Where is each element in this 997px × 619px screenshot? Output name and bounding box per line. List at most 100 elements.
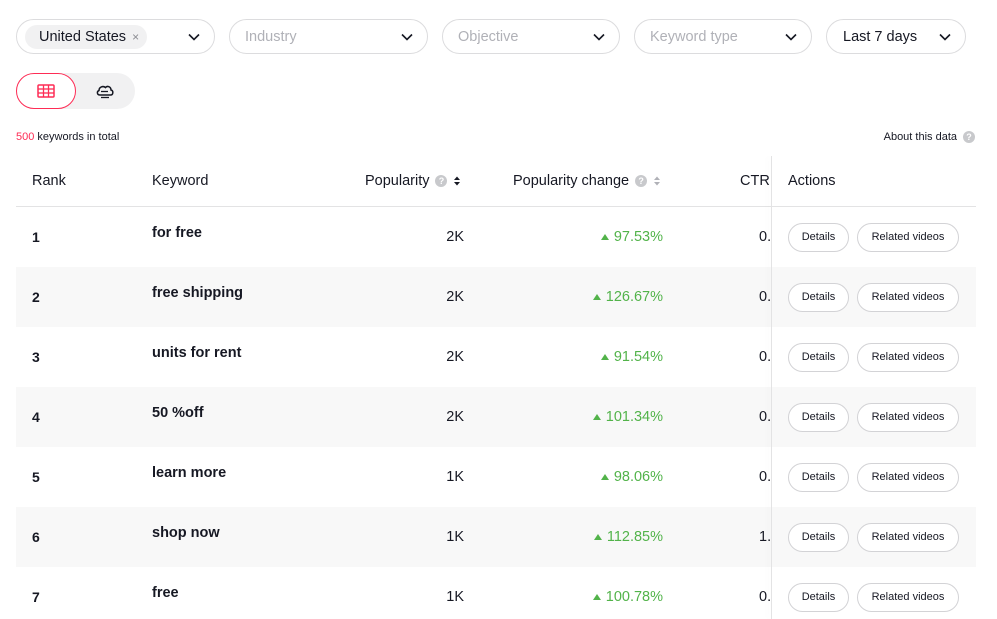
about-data[interactable]: About this data ? <box>884 131 975 143</box>
keywords-total-text: keywords in total <box>34 131 120 143</box>
column-popularity-label: Popularity <box>365 173 430 189</box>
period-select[interactable]: Last 7 days <box>826 19 966 54</box>
details-button[interactable]: Details <box>788 582 849 612</box>
trend-up-icon <box>600 474 609 480</box>
popularity-change-cell: 126.67% <box>592 267 663 327</box>
popularity-change-value: 91.54% <box>613 349 663 365</box>
view-toggle <box>16 73 135 109</box>
column-ctr: CTR <box>740 156 770 206</box>
actions-cell: Details Related videos <box>771 567 976 619</box>
details-button[interactable]: Details <box>788 222 849 252</box>
keyword-table: Rank Keyword Popularity ? Popularity cha… <box>16 156 976 619</box>
about-data-label: About this data <box>883 131 957 143</box>
trend-up-icon <box>592 594 601 600</box>
sort-icon[interactable] <box>653 175 661 187</box>
column-rank: Rank <box>32 156 66 206</box>
actions-cell: Details Related videos <box>771 507 976 567</box>
column-actions: Actions <box>771 156 976 207</box>
objective-select[interactable]: Objective <box>442 19 620 54</box>
related-videos-button[interactable]: Related videos <box>857 282 959 312</box>
popularity-cell: 2K <box>446 409 464 425</box>
country-select[interactable]: United States × <box>16 19 215 54</box>
cloud-icon <box>96 85 114 99</box>
keyword-cell: 50 %off <box>152 405 204 421</box>
related-videos-button[interactable]: Related videos <box>857 582 959 612</box>
popularity-cell: 2K <box>446 349 464 365</box>
table-header: Rank Keyword Popularity ? Popularity cha… <box>16 156 976 207</box>
details-button[interactable]: Details <box>788 402 849 432</box>
popularity-change-cell: 100.78% <box>592 567 663 619</box>
keyword-type-placeholder: Keyword type <box>650 28 738 45</box>
trend-up-icon <box>600 354 609 360</box>
keyword-type-select[interactable]: Keyword type <box>634 19 812 54</box>
country-chip-label: United States <box>39 28 127 45</box>
popularity-cell: 1K <box>446 529 464 545</box>
country-chip: United States × <box>25 24 148 49</box>
related-videos-button[interactable]: Related videos <box>857 462 959 492</box>
popularity-change-cell: 97.53% <box>600 207 663 267</box>
help-icon: ? <box>963 131 975 143</box>
related-videos-button[interactable]: Related videos <box>857 342 959 372</box>
chevron-down-icon <box>785 33 797 41</box>
filter-bar: United States × Industry Objective Keywo… <box>16 19 966 54</box>
popularity-change-cell: 98.06% <box>600 447 663 507</box>
rank-cell: 5 <box>32 469 40 485</box>
table-view-button[interactable] <box>16 73 76 109</box>
column-popularity-change[interactable]: Popularity change ? <box>513 156 661 206</box>
details-button[interactable]: Details <box>788 342 849 372</box>
popularity-change-value: 126.67% <box>605 289 663 305</box>
column-popularity[interactable]: Popularity ? <box>365 156 461 206</box>
industry-placeholder: Industry <box>245 28 297 45</box>
related-videos-button[interactable]: Related videos <box>857 402 959 432</box>
keyword-cell: for free <box>152 225 202 241</box>
popularity-cell: 1K <box>446 469 464 485</box>
industry-select[interactable]: Industry <box>229 19 428 54</box>
popularity-cell: 2K <box>446 289 464 305</box>
related-videos-button[interactable]: Related videos <box>857 222 959 252</box>
rank-cell: 3 <box>32 349 40 365</box>
trend-up-icon <box>600 234 609 240</box>
cloud-view-button[interactable] <box>76 73 135 109</box>
popularity-cell: 1K <box>446 589 464 605</box>
popularity-change-cell: 101.34% <box>592 387 663 447</box>
related-videos-button[interactable]: Related videos <box>857 522 959 552</box>
column-keyword-label: Keyword <box>152 173 209 189</box>
popularity-change-value: 97.53% <box>613 229 663 245</box>
trend-up-icon <box>592 294 601 300</box>
rank-cell: 4 <box>32 409 40 425</box>
help-icon[interactable]: ? <box>435 175 448 187</box>
sort-icon[interactable] <box>453 175 461 187</box>
column-ctr-label: CTR <box>740 173 770 189</box>
popularity-change-value: 112.85% <box>606 529 663 545</box>
actions-column: Actions Details Related videos Details Rela… <box>771 156 976 619</box>
keyword-cell: shop now <box>152 525 220 541</box>
table-icon <box>37 84 55 98</box>
column-keyword: Keyword <box>152 156 208 206</box>
details-button[interactable]: Details <box>788 282 849 312</box>
popularity-change-cell: 91.54% <box>600 327 663 387</box>
chevron-down-icon <box>401 33 413 41</box>
table-row: 5 learn more 1K 98.06% 0.5 <box>16 447 976 507</box>
details-button[interactable]: Details <box>788 462 849 492</box>
keyword-cell: free <box>152 585 179 601</box>
period-value: Last 7 days <box>843 28 918 45</box>
column-popularity-change-label: Popularity change <box>513 173 630 189</box>
actions-cell: Details Related videos <box>771 447 976 507</box>
popularity-change-value: 101.34% <box>605 409 663 425</box>
actions-cell: Details Related videos <box>771 387 976 447</box>
column-rank-label: Rank <box>32 173 66 189</box>
popularity-cell: 2K <box>446 229 464 245</box>
column-actions-label: Actions <box>788 173 836 189</box>
chevron-down-icon <box>188 33 200 41</box>
rank-cell: 7 <box>32 589 40 605</box>
clear-icon[interactable]: × <box>132 29 140 44</box>
rank-cell: 2 <box>32 289 40 305</box>
details-button[interactable]: Details <box>788 522 849 552</box>
help-icon[interactable]: ? <box>635 175 648 187</box>
column-divider <box>771 156 772 619</box>
chevron-down-icon <box>939 33 951 41</box>
actions-cell: Details Related videos <box>771 327 976 387</box>
keywords-count: 500 <box>16 131 35 143</box>
trend-up-icon <box>593 534 602 540</box>
popularity-change-cell: 112.85% <box>593 507 663 567</box>
